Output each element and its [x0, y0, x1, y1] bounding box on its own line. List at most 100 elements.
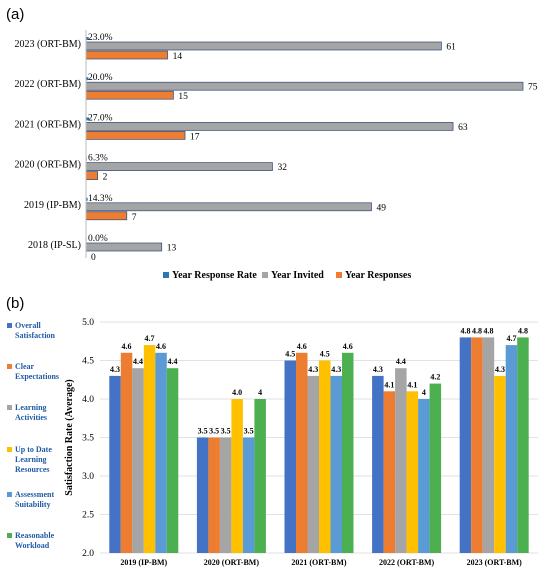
satisfaction-bar — [155, 352, 167, 553]
invited-label: 63 — [458, 123, 468, 133]
invited-label: 32 — [277, 163, 287, 173]
satisfaction-bar — [219, 437, 232, 553]
responses-label: 14 — [173, 52, 183, 62]
bar-value-label: 4.4 — [133, 357, 143, 366]
legend-label: Overall Satisfaction — [15, 321, 56, 340]
responses-bar — [85, 50, 168, 60]
y-tick-label: 3.5 — [82, 434, 94, 444]
legend-swatch — [7, 533, 12, 538]
rate-label: 27.0% — [88, 113, 113, 123]
bar-value-label: 4.7 — [145, 334, 155, 343]
bar-value-label: 3.5 — [209, 427, 219, 436]
legend-swatch — [7, 447, 12, 452]
y-tick-label: 2.5 — [82, 511, 94, 521]
bar-value-label: 4.5 — [285, 350, 295, 359]
panel-label-b: (b) — [6, 295, 24, 312]
y-axis-title: Satisfaction Rate (Average) — [64, 379, 75, 495]
bar-value-label: 3.5 — [221, 427, 231, 436]
responses-label: 2 — [103, 173, 108, 183]
y-tick-label: 3.0 — [82, 472, 94, 482]
satisfaction-bar — [196, 437, 209, 553]
rate-label: 20.0% — [88, 73, 113, 83]
x-category-label: 2022 (ORT-BM) — [379, 558, 435, 567]
rate-label: 23.0% — [88, 33, 113, 43]
bar-value-label: 4.5 — [320, 350, 330, 359]
panel-label-a: (a) — [6, 6, 24, 23]
bar-value-label: 4.3 — [308, 365, 318, 374]
category-label: 2023 (ORT-BM) — [14, 39, 81, 50]
satisfaction-bar — [284, 360, 296, 553]
y-tick-label: 4.0 — [82, 395, 94, 405]
responses-label: 7 — [132, 213, 137, 223]
satisfaction-bar — [109, 375, 121, 553]
satisfaction-bar — [143, 345, 156, 553]
x-category-label: 2019 (IP-BM) — [120, 558, 167, 567]
satisfaction-bar — [242, 437, 255, 553]
legend-swatch — [7, 405, 12, 410]
bar-value-label: 4.6 — [297, 342, 307, 351]
bar-value-label: 4 — [422, 388, 426, 397]
category-label: 2020 (ORT-BM) — [14, 160, 81, 171]
satisfaction-bar — [254, 399, 266, 553]
category-label: 2018 (IP-SL) — [28, 240, 81, 251]
legend-label: Year Responses — [345, 270, 411, 281]
legend-label: Reasonable Workload — [15, 531, 55, 550]
bar-value-label: 4.1 — [407, 380, 417, 389]
invited-bar — [85, 242, 163, 252]
satisfaction-bar — [231, 399, 243, 553]
invited-bar — [85, 81, 524, 91]
legend-label: Assessment Suitability — [15, 490, 54, 509]
legend-swatch — [262, 272, 268, 278]
rate-label: 0.0% — [88, 234, 108, 244]
satisfaction-bar — [342, 352, 354, 553]
satisfaction-bar — [471, 337, 483, 553]
x-category-label: 2023 (ORT-BM) — [467, 558, 523, 567]
bar-value-label: 4.6 — [156, 342, 166, 351]
y-tick-label: 5.0 — [82, 318, 94, 328]
satisfaction-bar — [330, 375, 342, 553]
bar-value-label: 4.8 — [472, 326, 482, 335]
invited-label: 75 — [528, 83, 538, 93]
y-tick-label: 2.0 — [82, 549, 94, 559]
invited-bar — [85, 41, 442, 51]
x-category-label: 2020 (ORT-BM) — [204, 558, 260, 567]
category-label: 2019 (IP-BM) — [24, 200, 81, 211]
satisfaction-bar — [372, 375, 384, 553]
legend-swatch — [336, 272, 342, 278]
bar-value-label: 4.3 — [110, 365, 120, 374]
invited-label: 13 — [167, 244, 177, 254]
bar-value-label: 4.3 — [331, 365, 341, 374]
satisfaction-bar — [208, 437, 220, 553]
bar-value-label: 4.2 — [430, 373, 440, 382]
bar-value-label: 4.8 — [518, 326, 528, 335]
rate-bar — [86, 77, 89, 81]
bar-value-label: 4 — [258, 388, 262, 397]
legend-label: Clear Expectations — [15, 362, 59, 381]
rate-bar — [86, 197, 88, 201]
bar-value-label: 3.5 — [198, 427, 208, 436]
invited-bar — [85, 162, 273, 171]
satisfaction-bar — [296, 352, 308, 553]
bar-value-label: 3.5 — [244, 427, 254, 436]
satisfaction-bar — [395, 368, 407, 553]
bar-value-label: 4.6 — [122, 342, 132, 351]
satisfaction-chart: 2.0 2.5 3.0 3.5 4.0 4.5 5.0 Satisfaction Rate (… — [7, 318, 538, 567]
bar-value-label: 4.3 — [373, 365, 383, 374]
satisfaction-bar — [166, 368, 179, 553]
satisfaction-bar — [459, 337, 472, 553]
x-category-label: 2021 (ORT-BM) — [291, 558, 347, 567]
bar-value-label: 4.1 — [384, 380, 394, 389]
satisfaction-bar — [383, 391, 396, 553]
responses-label: 0 — [91, 253, 96, 263]
rate-label: 14.3% — [88, 194, 113, 204]
bar-value-label: 4.6 — [343, 342, 353, 351]
bar-value-label: 4.3 — [495, 365, 505, 374]
legend-swatch — [163, 272, 169, 278]
bar-value-label: 4.0 — [232, 388, 242, 397]
satisfaction-bar — [406, 391, 419, 553]
satisfaction-bar — [418, 399, 430, 553]
bar-value-label: 4.7 — [506, 334, 516, 343]
satisfaction-bar — [319, 360, 331, 553]
